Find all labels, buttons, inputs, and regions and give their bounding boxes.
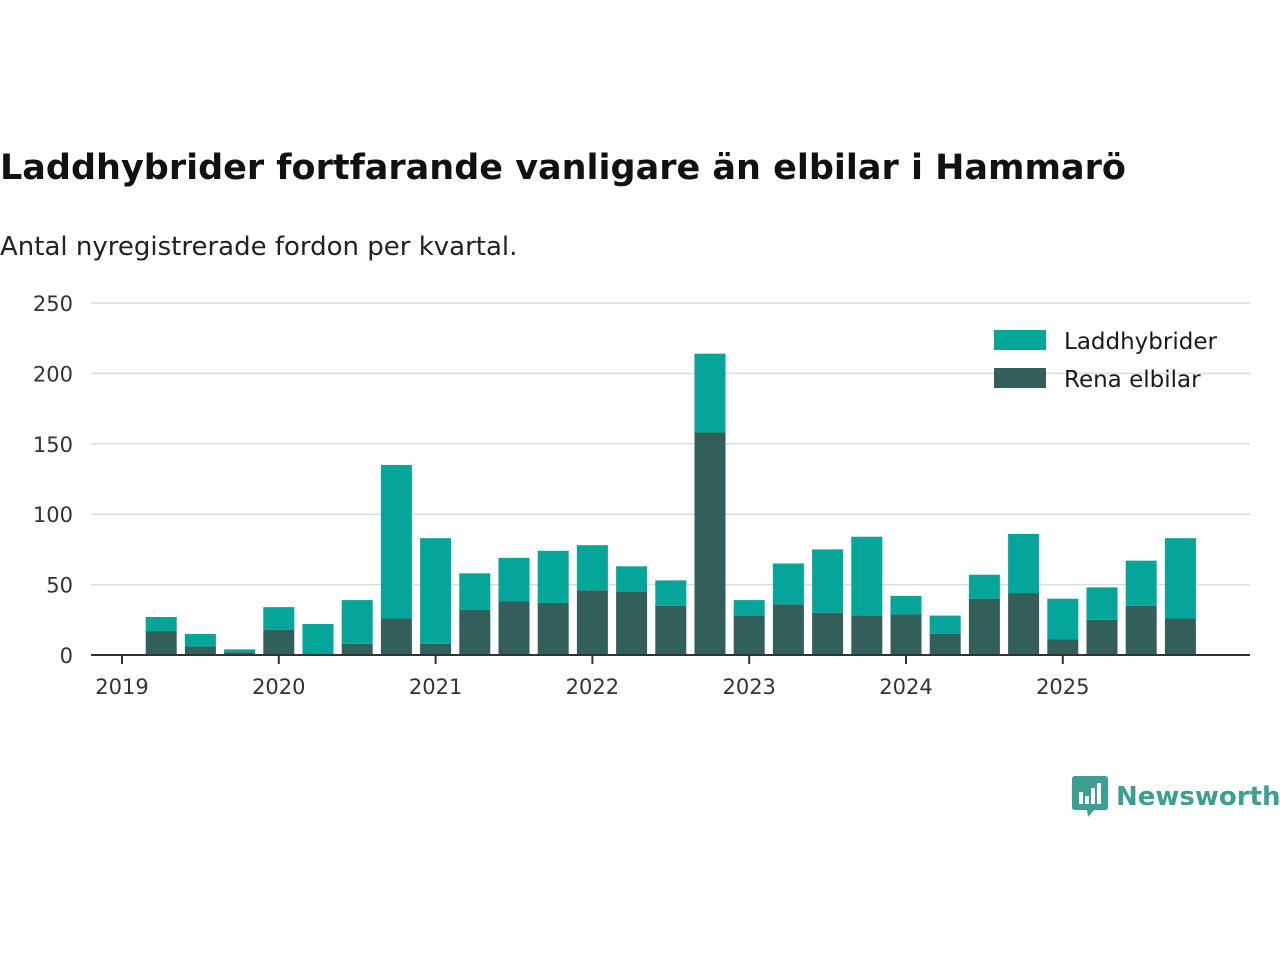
newsworthy-logo-icon xyxy=(1072,776,1108,817)
bar-laddhybrider-2023-Q1 xyxy=(733,600,765,616)
y-axis-ticks: 0 50 100 150 200 250 xyxy=(33,292,73,668)
bar-laddhybrider-2021-Q3 xyxy=(498,557,530,602)
bar-rena-elbilar-2023-Q2 xyxy=(772,604,804,655)
bar-laddhybrider-2025-Q2 xyxy=(1086,587,1118,620)
y-tick-label: 100 xyxy=(33,503,73,527)
bar-rena-elbilar-2024-Q1 xyxy=(890,614,922,655)
bar-rena-elbilar-2019-Q4 xyxy=(224,652,256,655)
bar-rena-elbilar-2025-Q1 xyxy=(1047,639,1079,655)
bar-laddhybrider-2023-Q2 xyxy=(772,563,804,605)
newsworthy-logo[interactable]: Newsworthy xyxy=(1072,776,1280,818)
legend-swatch-rena-elbilar xyxy=(994,368,1046,388)
x-tick-label: 2024 xyxy=(879,675,932,699)
bar-rena-elbilar-2023-Q4 xyxy=(851,615,883,655)
bar-laddhybrider-2022-Q2 xyxy=(616,566,648,592)
bar-laddhybrider-2025-Q4 xyxy=(1164,538,1196,619)
bar-rena-elbilar-2021-Q3 xyxy=(498,601,530,655)
bar-rena-elbilar-2020-Q4 xyxy=(380,618,412,655)
bar-rena-elbilar-2024-Q4 xyxy=(1008,593,1040,655)
y-tick-label: 50 xyxy=(46,574,73,598)
bar-rena-elbilar-2022-Q3 xyxy=(655,605,687,655)
bar-laddhybrider-2025-Q3 xyxy=(1125,560,1157,606)
bar-laddhybrider-2020-Q2 xyxy=(302,624,334,654)
legend-swatch-laddhybrider xyxy=(994,330,1046,350)
bar-laddhybrider-2019-Q2 xyxy=(145,616,177,632)
y-tick-label: 0 xyxy=(60,644,73,668)
bar-laddhybrider-2021-Q1 xyxy=(420,538,452,644)
bar-laddhybrider-2022-Q3 xyxy=(655,580,687,606)
bar-laddhybrider-2021-Q4 xyxy=(537,550,569,603)
bar-series xyxy=(145,353,1196,655)
brand-name: Newsworthy xyxy=(1116,782,1280,812)
bar-laddhybrider-2020-Q1 xyxy=(263,607,295,630)
bar-rena-elbilar-2020-Q1 xyxy=(263,629,295,655)
x-axis: 2019 2020 2021 2022 2023 2024 2025 xyxy=(91,654,1250,699)
x-tick-label: 2019 xyxy=(95,675,148,699)
bar-laddhybrider-2024-Q4 xyxy=(1008,533,1040,594)
legend-label-rena-elbilar: Rena elbilar xyxy=(1064,367,1201,393)
bar-rena-elbilar-2021-Q1 xyxy=(420,643,452,655)
x-tick-label: 2022 xyxy=(566,675,619,699)
bar-laddhybrider-2024-Q1 xyxy=(890,595,922,615)
x-tick-label: 2023 xyxy=(722,675,775,699)
x-tick-label: 2025 xyxy=(1036,675,1089,699)
bar-laddhybrider-2023-Q3 xyxy=(812,549,844,613)
bar-laddhybrider-2022-Q1 xyxy=(576,545,608,591)
legend: Laddhybrider Rena elbilar xyxy=(994,329,1217,393)
bar-laddhybrider-2019-Q3 xyxy=(184,633,216,647)
bar-laddhybrider-2020-Q4 xyxy=(380,464,412,619)
bar-laddhybrider-2024-Q3 xyxy=(968,574,1000,599)
bar-rena-elbilar-2024-Q3 xyxy=(968,598,1000,655)
bar-rena-elbilar-2025-Q3 xyxy=(1125,605,1157,655)
bar-rena-elbilar-2023-Q3 xyxy=(812,612,844,655)
bar-rena-elbilar-2022-Q4 xyxy=(694,432,726,655)
bar-rena-elbilar-2022-Q2 xyxy=(616,591,648,655)
bar-laddhybrider-2020-Q3 xyxy=(341,600,373,644)
bar-rena-elbilar-2025-Q2 xyxy=(1086,619,1118,655)
chart-title: Laddhybrider fortfarande vanligare än el… xyxy=(0,148,1126,188)
bar-rena-elbilar-2024-Q2 xyxy=(929,633,961,655)
bar-rena-elbilar-2023-Q1 xyxy=(733,615,765,655)
bar-rena-elbilar-2019-Q2 xyxy=(145,631,177,655)
bar-rena-elbilar-2025-Q4 xyxy=(1164,618,1196,655)
bar-rena-elbilar-2021-Q2 xyxy=(459,609,491,655)
chart-subtitle: Antal nyregistrerade fordon per kvartal. xyxy=(0,232,518,262)
legend-label-laddhybrider: Laddhybrider xyxy=(1064,329,1217,355)
bar-rena-elbilar-2022-Q1 xyxy=(576,590,608,655)
stacked-bar-chart: 0 50 100 150 200 250 2019 2020 2021 2022 2023 2024… xyxy=(33,292,1250,699)
x-tick-label: 2021 xyxy=(409,675,462,699)
bar-rena-elbilar-2021-Q4 xyxy=(537,602,569,655)
bar-laddhybrider-2023-Q4 xyxy=(851,536,883,616)
bar-laddhybrider-2024-Q2 xyxy=(929,615,961,634)
bar-laddhybrider-2021-Q2 xyxy=(459,573,491,610)
bar-laddhybrider-2022-Q4 xyxy=(694,353,726,433)
y-tick-label: 150 xyxy=(33,433,73,457)
x-tick-label: 2020 xyxy=(252,675,305,699)
y-tick-label: 250 xyxy=(33,292,73,316)
bar-laddhybrider-2025-Q1 xyxy=(1047,598,1079,640)
bar-laddhybrider-2019-Q4 xyxy=(224,649,256,653)
bar-rena-elbilar-2019-Q3 xyxy=(184,646,216,655)
bar-rena-elbilar-2020-Q3 xyxy=(341,643,373,655)
y-tick-label: 200 xyxy=(33,362,73,386)
